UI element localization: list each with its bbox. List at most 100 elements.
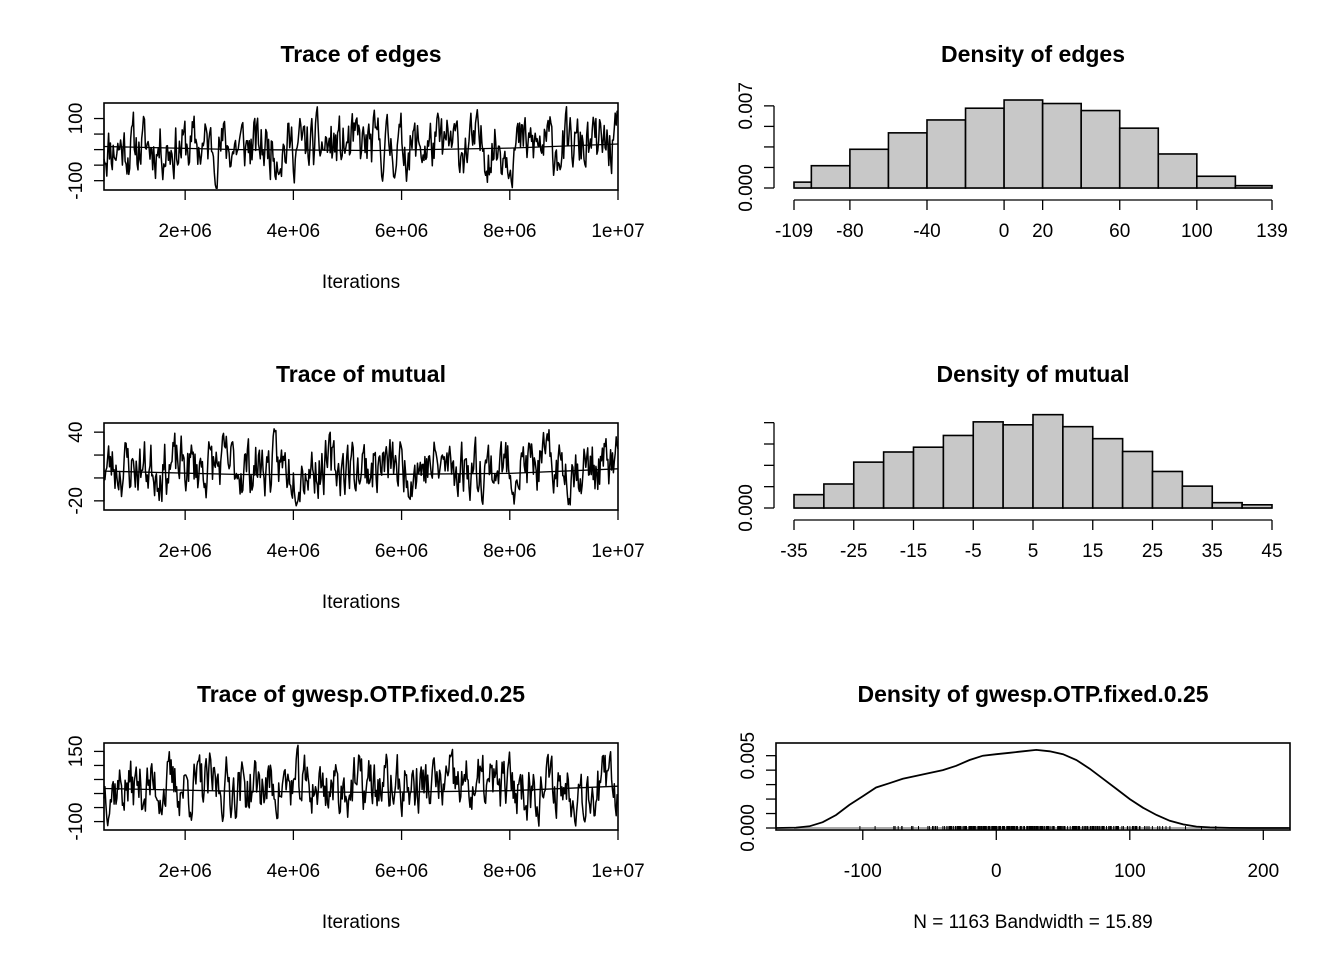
density-mutual-x-tick-label: 15 bbox=[1082, 541, 1103, 562]
density-gwesp-title: Density of gwesp.OTP.fixed.0.25 bbox=[857, 681, 1208, 707]
density-mutual-x-tick-label: -35 bbox=[780, 541, 807, 562]
density-mutual-bar bbox=[1121, 450, 1154, 509]
density-gwesp-x-tick-label: 200 bbox=[1247, 861, 1279, 882]
density-mutual-bar bbox=[1151, 470, 1184, 509]
trace-mutual-y-tick-label: 40 bbox=[66, 422, 87, 443]
density-edges-x-tick-label: -80 bbox=[836, 221, 863, 242]
trace-edges-y-tick-label: 100 bbox=[66, 103, 87, 135]
density-mutual-x-tick-label: 35 bbox=[1202, 541, 1223, 562]
density-edges-x-tick-label: 139 bbox=[1256, 221, 1288, 242]
trace-gwesp-y-tick-label: 150 bbox=[66, 736, 87, 768]
density-gwesp-x-tick-label: 100 bbox=[1114, 861, 1146, 882]
density-mutual-bar bbox=[823, 483, 855, 509]
density-mutual-bar bbox=[1181, 485, 1214, 509]
density-edges-bar bbox=[1157, 153, 1198, 189]
density-mutual-x-tick-label: -15 bbox=[900, 541, 927, 562]
trace-edges-y-tick-label: -100 bbox=[66, 162, 87, 200]
density-edges-bar bbox=[793, 181, 813, 189]
trace-edges-x-tick-label: 6e+06 bbox=[375, 221, 428, 242]
density-mutual-bar bbox=[1062, 425, 1094, 509]
density-mutual-bar bbox=[1211, 501, 1243, 509]
density-edges-x-tick-label: 20 bbox=[1032, 221, 1053, 242]
density-edges-bar bbox=[810, 164, 851, 189]
density-edges-x-tick-label: 60 bbox=[1109, 221, 1130, 242]
density-gwesp-x-tick-label: -100 bbox=[844, 861, 882, 882]
trace-edges-trace-line bbox=[103, 105, 619, 190]
density-edges-y-tick-label: 0.007 bbox=[736, 82, 757, 130]
density-gwesp-density-curve bbox=[775, 748, 1290, 829]
trace-gwesp-x-tick-label: 1e+07 bbox=[591, 861, 644, 882]
density-edges-bar bbox=[1041, 102, 1082, 189]
trace-gwesp-x-tick-label: 8e+06 bbox=[483, 861, 536, 882]
density-edges-y-tick-label: 0.000 bbox=[736, 164, 757, 212]
trace-gwesp-x-label: Iterations bbox=[322, 912, 400, 933]
trace-gwesp-trace-line bbox=[103, 744, 619, 827]
trace-mutual-panel: Trace of mutual 2e+06 4e+06 6e+06 8e+06 1e+07… bbox=[66, 361, 645, 613]
density-edges-bar bbox=[1234, 184, 1273, 189]
density-mutual-x-tick-label: -25 bbox=[840, 541, 867, 562]
trace-edges-x-label: Iterations bbox=[322, 272, 400, 293]
trace-mutual-x-tick-label: 6e+06 bbox=[375, 541, 428, 562]
density-gwesp-x-label: N = 1163 Bandwidth = 15.89 bbox=[913, 912, 1152, 933]
density-gwesp-x-tick-label: 0 bbox=[991, 861, 1002, 882]
density-edges-bar bbox=[849, 148, 890, 189]
density-gwesp-y-tick-label: 0.000 bbox=[738, 804, 759, 852]
density-edges-bar bbox=[1118, 127, 1160, 189]
density-gwesp-rug bbox=[859, 826, 1217, 830]
trace-gwesp-x-tick-label: 6e+06 bbox=[375, 861, 428, 882]
density-mutual-panel: Density of mutual -35 -25 -15 -5 5 15 25 35 45 0.0… bbox=[736, 361, 1283, 562]
density-edges-panel: Density of edges -109 -80 -40 0 20 60 100 139 0.0… bbox=[736, 41, 1288, 242]
density-edges-bar bbox=[1196, 175, 1237, 189]
density-edges-x-tick-label: -109 bbox=[775, 221, 813, 242]
density-mutual-bar bbox=[882, 451, 915, 509]
density-edges-x-tick-label: 100 bbox=[1181, 221, 1213, 242]
density-gwesp-y-tick-label: 0.005 bbox=[738, 732, 759, 780]
density-edges-bar bbox=[926, 119, 967, 189]
trace-mutual-x-tick-label: 1e+07 bbox=[591, 541, 644, 562]
density-edges-x-tick-label: 0 bbox=[999, 221, 1010, 242]
trace-gwesp-title: Trace of gwesp.OTP.fixed.0.25 bbox=[197, 681, 525, 707]
density-mutual-bar bbox=[852, 461, 885, 509]
density-mutual-bar bbox=[1002, 423, 1034, 509]
density-mutual-y-tick-label: 0.000 bbox=[736, 484, 757, 532]
trace-mutual-x-label: Iterations bbox=[322, 592, 400, 613]
density-mutual-bar bbox=[1091, 437, 1124, 509]
trace-mutual-trend-line bbox=[103, 468, 619, 476]
density-mutual-bar bbox=[942, 434, 975, 509]
trace-mutual-x-tick-label: 8e+06 bbox=[483, 541, 536, 562]
trace-gwesp-x-tick-label: 4e+06 bbox=[267, 861, 320, 882]
trace-edges-x-tick-label: 2e+06 bbox=[158, 221, 211, 242]
trace-edges-trend-line bbox=[103, 143, 619, 152]
trace-edges-title: Trace of edges bbox=[280, 41, 441, 67]
trace-edges-x-tick-label: 1e+07 bbox=[591, 221, 644, 242]
density-mutual-title: Density of mutual bbox=[937, 361, 1130, 387]
trace-gwesp-y-tick-label: -100 bbox=[66, 803, 87, 841]
density-mutual-bar bbox=[972, 421, 1004, 509]
density-edges-bar bbox=[887, 132, 928, 189]
trace-gwesp-panel: Trace of gwesp.OTP.fixed.0.25 2e+06 4e+06 6… bbox=[66, 681, 645, 933]
trace-mutual-title: Trace of mutual bbox=[276, 361, 446, 387]
density-edges-bar bbox=[1080, 109, 1121, 189]
density-gwesp-panel: Density of gwesp.OTP.fixed.0.25 -100 0 100 2… bbox=[738, 681, 1291, 933]
density-mutual-x-tick-label: 5 bbox=[1028, 541, 1039, 562]
density-edges-title: Density of edges bbox=[941, 41, 1125, 67]
density-mutual-bar bbox=[793, 493, 825, 509]
trace-mutual-x-tick-label: 4e+06 bbox=[267, 541, 320, 562]
density-mutual-x-tick-label: 45 bbox=[1261, 541, 1282, 562]
trace-gwesp-x-tick-label: 2e+06 bbox=[158, 861, 211, 882]
density-mutual-x-tick-label: 25 bbox=[1142, 541, 1163, 562]
density-mutual-x-tick-label: -5 bbox=[965, 541, 982, 562]
density-mutual-bar bbox=[1241, 503, 1273, 509]
density-gwesp-frame bbox=[775, 742, 1291, 831]
density-edges-bar bbox=[1003, 99, 1044, 189]
trace-mutual-y-tick-label: -20 bbox=[66, 487, 87, 514]
trace-edges-x-tick-label: 4e+06 bbox=[267, 221, 320, 242]
density-edges-x-tick-label: -40 bbox=[913, 221, 940, 242]
trace-edges-panel: Trace of edges 2e+06 4e+06 6e+06 8e+06 1e+07 -… bbox=[66, 41, 645, 293]
trace-gwesp-trend-line bbox=[103, 785, 619, 794]
density-mutual-bar bbox=[1032, 413, 1064, 509]
density-mutual-bar bbox=[912, 446, 945, 509]
trace-mutual-trace-line bbox=[103, 428, 619, 507]
trace-edges-x-tick-label: 8e+06 bbox=[483, 221, 536, 242]
